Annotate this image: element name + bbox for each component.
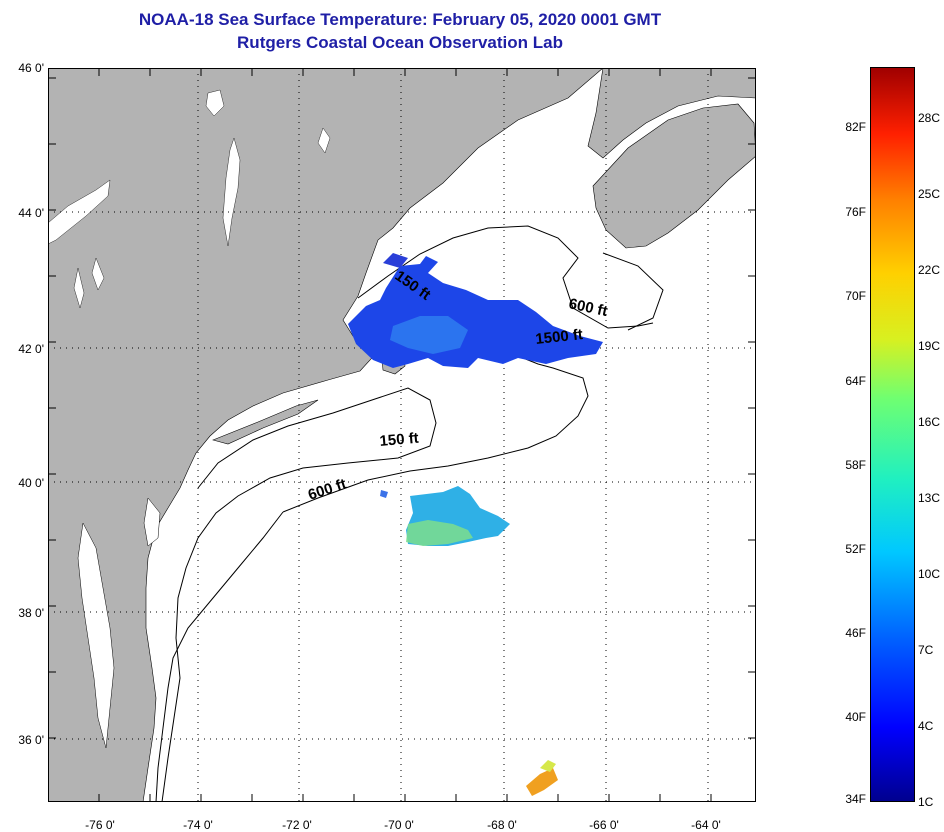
lake-george-area (205, 89, 225, 117)
lon-label-74: -74 0' (183, 818, 213, 832)
land-new-brunswick (587, 68, 756, 159)
lat-label-36: 36 0' (18, 733, 44, 747)
sst-patch-south (526, 768, 558, 796)
quabbin-lake (317, 127, 331, 154)
lake-champlain (222, 137, 241, 247)
colorbar-f-76: 76F (845, 205, 866, 219)
lat-label-40: 40 0' (18, 476, 44, 490)
colorbar-c-25: 25C (918, 187, 941, 201)
colorbar-f-70: 70F (845, 289, 866, 303)
sst-data (348, 253, 603, 796)
lon-label-64: -64 0' (691, 818, 721, 832)
colorbar-c-28: 28C (918, 111, 941, 125)
contour-150-coastal (161, 387, 437, 802)
sst-patch-gulf-stream-green (406, 520, 473, 546)
land-nova-scotia (592, 103, 756, 249)
colorbar-c-7: 7C (918, 643, 934, 657)
temperature-colorbar (870, 67, 915, 802)
graticule (48, 68, 756, 802)
colorbar-f-58: 58F (845, 458, 866, 472)
land-mainland (48, 68, 604, 802)
colorbar-f-82: 82F (845, 120, 866, 134)
land-long-island (212, 399, 319, 445)
contour-label-150-south: 150 ft (379, 430, 420, 450)
colorbar-c-1: 1C (918, 795, 934, 809)
colorbar-c-13: 13C (918, 491, 941, 505)
lakes (48, 89, 331, 309)
finger-lake (73, 267, 85, 309)
sst-patch-gulf-of-maine-light (390, 316, 468, 354)
colorbar-f-34: 34F (845, 792, 866, 806)
sst-patch-isolated-east (380, 490, 388, 498)
colorbar-f-46: 46F (845, 626, 866, 640)
colorbar-f-64: 64F (845, 374, 866, 388)
lon-label-66: -66 0' (589, 818, 619, 832)
finger-lake-2 (91, 257, 105, 291)
contour-nova-shelf (602, 252, 664, 331)
colorbar-c-22: 22C (918, 263, 941, 277)
map-subtitle: Rutgers Coastal Ocean Observation Lab (237, 33, 563, 52)
lat-label-42: 42 0' (18, 342, 44, 356)
lat-label-44: 44 0' (18, 206, 44, 220)
colorbar-f-52: 52F (845, 542, 866, 556)
lon-label-72: -72 0' (282, 818, 312, 832)
lon-label-68: -68 0' (487, 818, 517, 832)
sst-patch-south-yellow (540, 760, 556, 772)
map-title: NOAA-18 Sea Surface Temperature: Februar… (138, 10, 662, 29)
lon-label-76: -76 0' (85, 818, 115, 832)
lat-label-46: 46 0' (18, 61, 44, 75)
colorbar-f-40: 40F (845, 710, 866, 724)
contour-label-1500: 1500 ft (535, 326, 584, 348)
lat-label-38: 38 0' (18, 606, 44, 620)
map-frame (48, 68, 756, 802)
sst-patch-north (383, 253, 408, 268)
colorbar-c-10: 10C (918, 567, 941, 581)
chesapeake-bay (77, 522, 115, 749)
lon-label-70: -70 0' (384, 818, 414, 832)
colorbar-c-4: 4C (918, 719, 934, 733)
sst-map: 150 ft 600 ft 1500 ft 150 ft 600 ft (48, 68, 756, 802)
contour-gulf-maine (357, 225, 654, 329)
contour-600-south (155, 511, 284, 802)
delaware-bay (143, 497, 161, 547)
colorbar-c-16: 16C (918, 415, 941, 429)
colorbar-c-19: 19C (918, 339, 941, 353)
axis-ticks (48, 68, 756, 802)
